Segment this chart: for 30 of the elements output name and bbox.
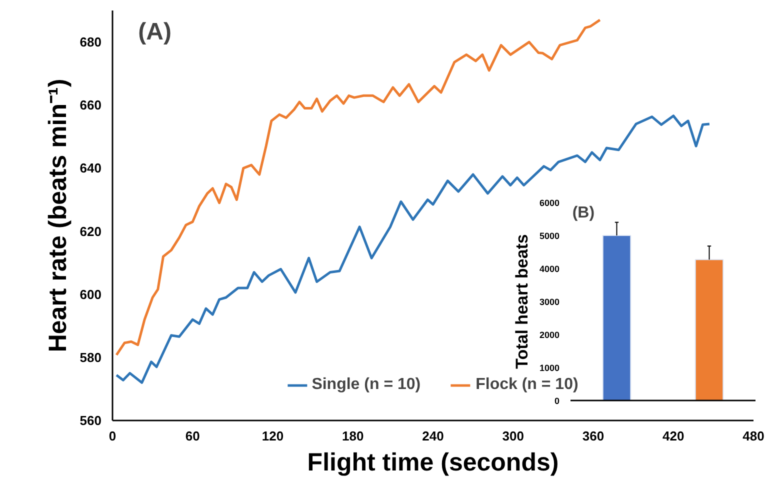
x-tick-label: 120 xyxy=(262,428,284,444)
x-axis-title: Flight time (seconds) xyxy=(307,448,559,476)
y-tick-label: 6000 xyxy=(539,198,560,208)
y-tick-label: 560 xyxy=(80,413,102,428)
y-tick-label: 640 xyxy=(80,160,102,176)
x-tick-label: 240 xyxy=(422,428,444,444)
y-axis-title: Total heart beats xyxy=(512,234,532,369)
y-axis-title: Heart rate (beats min⁻¹) xyxy=(44,78,72,352)
y-tick-label: 3000 xyxy=(539,297,560,307)
legend-label: Flock (n = 10) xyxy=(476,376,578,394)
y-tick-label: 580 xyxy=(80,350,102,365)
x-tick-label: 480 xyxy=(742,428,764,444)
x-tick-label: 360 xyxy=(582,428,604,444)
y-tick-label: 0 xyxy=(554,396,560,406)
y-tick-label: 5000 xyxy=(539,231,560,241)
y-tick-label: 2000 xyxy=(539,330,560,340)
x-tick-label: 180 xyxy=(342,428,364,444)
annotation: (A) xyxy=(138,18,172,46)
y-tick-label: 1000 xyxy=(539,363,560,373)
y-tick-label: 620 xyxy=(80,224,102,239)
annotation: (B) xyxy=(572,204,595,222)
legend-label: Single (n = 10) xyxy=(312,376,421,394)
y-tick-label: 680 xyxy=(80,34,102,50)
y-tick-label: 600 xyxy=(80,286,102,302)
y-tick-label: 660 xyxy=(80,98,102,113)
y-tick-label: 4000 xyxy=(539,264,560,274)
x-tick-label: 420 xyxy=(662,428,684,444)
x-tick-label: 0 xyxy=(108,428,116,444)
x-tick-label: 300 xyxy=(502,428,524,444)
x-tick-label: 60 xyxy=(185,428,200,444)
